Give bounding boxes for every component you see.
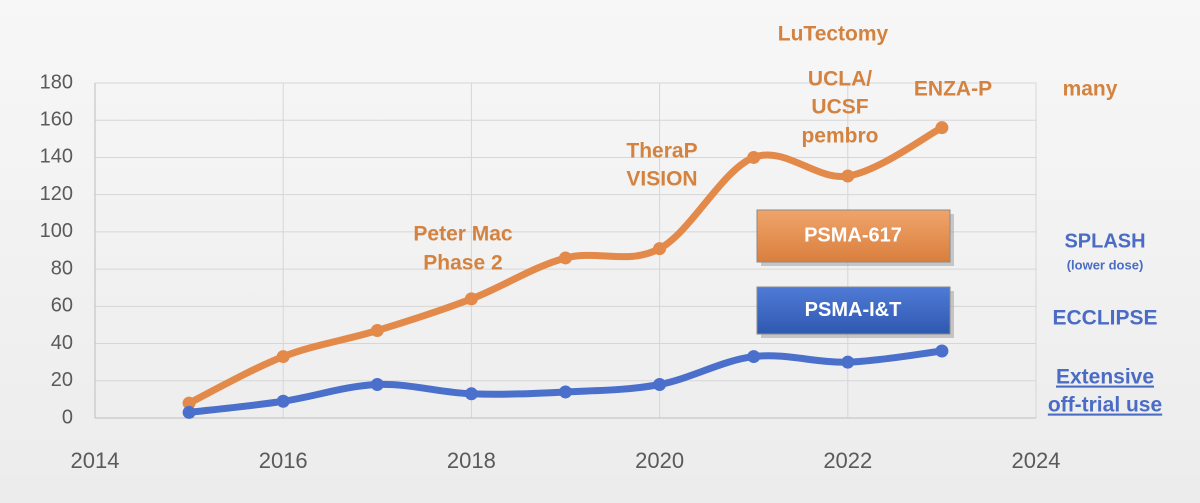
data-point xyxy=(747,350,761,364)
legend-label: PSMA-617 xyxy=(804,224,902,246)
data-point xyxy=(935,121,949,135)
x-tick-label: 2014 xyxy=(71,448,120,473)
data-point xyxy=(653,242,667,256)
data-point xyxy=(747,150,761,164)
legend-box xyxy=(756,209,951,263)
annotation: LuTectomy xyxy=(778,23,889,46)
data-point xyxy=(464,292,478,306)
data-point xyxy=(276,350,290,364)
y-tick-label: 20 xyxy=(51,369,73,391)
annotation: UCSF xyxy=(811,96,868,119)
data-point xyxy=(182,405,196,419)
y-tick-label: 160 xyxy=(40,109,73,131)
annotation: ECCLIPSE xyxy=(1052,307,1157,330)
x-tick-label: 2018 xyxy=(447,448,496,473)
data-point xyxy=(559,385,572,399)
data-point xyxy=(370,324,384,338)
y-tick-label: 0 xyxy=(62,406,73,428)
data-point xyxy=(935,344,949,358)
y-tick-label: 60 xyxy=(51,295,73,317)
x-tick-label: 2022 xyxy=(823,448,872,473)
y-tick-label: 80 xyxy=(51,257,73,279)
data-point xyxy=(276,394,290,408)
annotation: SPLASH xyxy=(1064,230,1145,252)
legend-label: PSMA-I&T xyxy=(805,299,902,321)
data-point xyxy=(841,355,855,369)
annotation: (lower dose) xyxy=(1067,257,1144,272)
x-tick-label: 2024 xyxy=(1012,448,1061,473)
annotation: pembro xyxy=(801,125,878,148)
legend-box xyxy=(756,286,951,335)
annotation: off-trial use xyxy=(1048,394,1162,417)
annotation: TheraP xyxy=(626,140,697,163)
annotation: many xyxy=(1063,78,1118,101)
data-point xyxy=(464,387,478,401)
annotation: Extensive xyxy=(1056,366,1154,389)
data-point xyxy=(559,251,572,265)
data-point xyxy=(182,396,196,410)
x-tick-label: 2016 xyxy=(259,448,308,473)
annotation: ENZA-P xyxy=(914,78,992,101)
annotation: Peter Mac xyxy=(413,223,513,246)
annotation: Phase 2 xyxy=(423,252,502,275)
y-tick-label: 100 xyxy=(40,220,73,242)
data-point xyxy=(653,378,667,391)
annotation: VISION xyxy=(626,168,697,191)
x-tick-label: 2020 xyxy=(635,448,684,473)
y-tick-label: 140 xyxy=(40,146,73,168)
y-tick-label: 120 xyxy=(40,183,73,205)
y-tick-label: 180 xyxy=(40,71,73,93)
data-point xyxy=(841,169,855,183)
y-tick-label: 40 xyxy=(51,332,73,354)
data-point xyxy=(370,378,384,391)
annotation: UCLA/ xyxy=(808,68,872,91)
